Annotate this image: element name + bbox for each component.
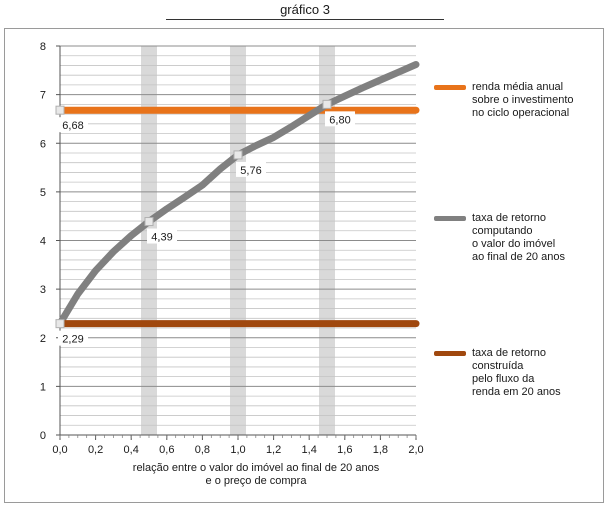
data-point-marker <box>55 319 65 329</box>
y-tick-label: 8 <box>40 41 46 53</box>
y-tick-label: 1 <box>40 381 46 393</box>
title-underline <box>166 19 444 20</box>
data-label-background <box>58 117 88 133</box>
data-label-background <box>58 330 88 346</box>
data-label-background <box>147 228 177 244</box>
legend-label-renda-media: renda média anual sobre o investimento n… <box>472 81 574 119</box>
legend-swatch-taxa-imovel <box>434 216 466 221</box>
x-axis-label: relação entre o valor do imóvel ao final… <box>132 462 380 487</box>
data-point-marker <box>55 105 65 115</box>
y-tick-label: 7 <box>40 90 46 102</box>
data-label: 6,80 <box>329 114 350 126</box>
legend-label-taxa-fluxo: taxa de retorno construída pelo fluxo da… <box>472 347 561 398</box>
legend-swatch-taxa-fluxo <box>434 351 466 356</box>
data-point-marker <box>322 99 332 109</box>
x-tick-label: 0,0 <box>52 444 67 456</box>
y-tick-label: 2 <box>40 333 46 345</box>
data-point-marker <box>144 217 154 227</box>
y-tick-label: 3 <box>40 284 46 296</box>
data-label: 2,29 <box>62 334 83 346</box>
data-label-background <box>236 161 266 177</box>
chart-title-wrap: gráfico 3 <box>166 2 444 18</box>
chart-title: gráfico 3 <box>280 2 330 17</box>
x-tick-label: 1,8 <box>373 444 388 456</box>
x-tick-label: 0,8 <box>195 444 210 456</box>
x-tick-label: 1,6 <box>337 444 352 456</box>
y-tick-label: 5 <box>40 187 46 199</box>
x-tick-label: 0,6 <box>159 444 174 456</box>
x-tick-label: 2,0 <box>408 444 423 456</box>
data-label: 5,76 <box>240 165 261 177</box>
x-tick-label: 1,4 <box>302 444 317 456</box>
y-tick-label: 4 <box>40 236 46 248</box>
legend-label-taxa-imovel: taxa de retorno computando o valor do im… <box>472 212 565 263</box>
y-tick-label: 0 <box>40 430 46 442</box>
legend-swatch-renda-media <box>434 85 466 90</box>
x-tick-label: 0,2 <box>88 444 103 456</box>
data-label-background <box>325 111 355 127</box>
x-tick-label: 0,4 <box>124 444 139 456</box>
chart-frame <box>4 28 604 503</box>
data-label: 6,68 <box>62 120 83 132</box>
x-tick-label: 1,2 <box>266 444 281 456</box>
data-label: 4,39 <box>151 232 172 244</box>
x-tick-label: 1,0 <box>230 444 245 456</box>
y-tick-label: 6 <box>40 138 46 150</box>
data-point-marker <box>233 150 243 160</box>
